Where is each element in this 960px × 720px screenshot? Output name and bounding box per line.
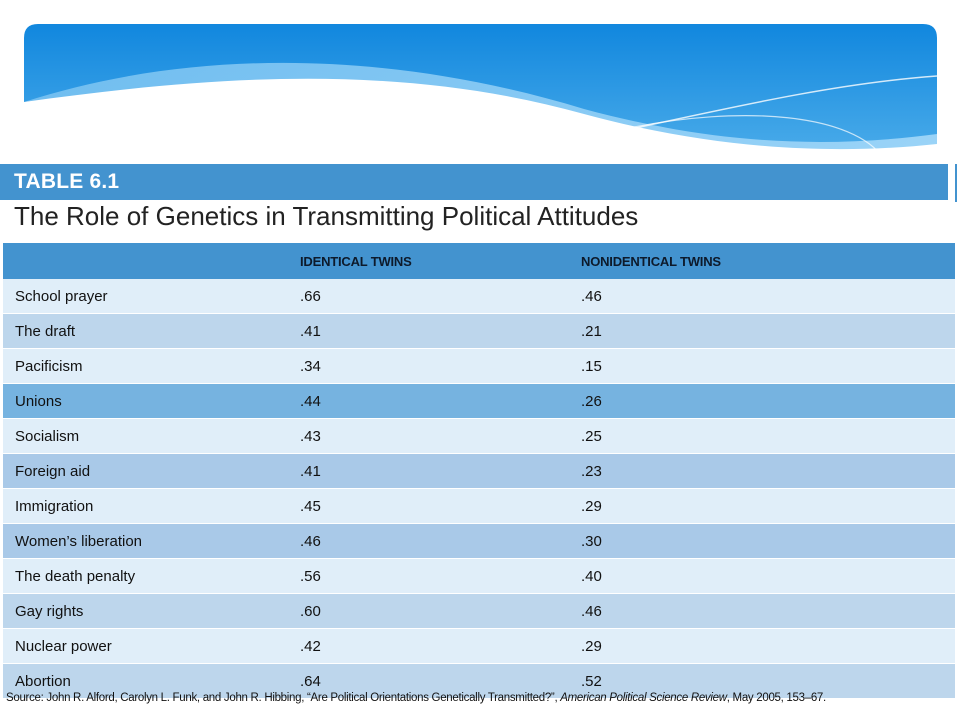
attitude-cell: The draft: [3, 313, 300, 349]
table-row: The draft .41 .21: [3, 313, 955, 349]
column-header-identical-twins: IDENTICAL TWINS: [300, 243, 581, 279]
decorative-wave-banner: [24, 24, 937, 164]
identical-twins-cell: .41: [300, 453, 581, 489]
table-row: Nuclear power .42 .29: [3, 628, 955, 664]
nonidentical-twins-cell: .26: [581, 383, 955, 419]
attitude-cell: Nuclear power: [3, 628, 300, 664]
table-row: The death penalty .56 .40: [3, 558, 955, 594]
nonidentical-twins-cell: .30: [581, 523, 955, 559]
identical-twins-cell: .44: [300, 383, 581, 419]
identical-twins-cell: .56: [300, 558, 581, 594]
table-row: Women’s liberation .46 .30: [3, 523, 955, 559]
identical-twins-cell: .45: [300, 488, 581, 524]
identical-twins-cell: .60: [300, 593, 581, 629]
table-title: The Role of Genetics in Transmitting Pol…: [14, 201, 639, 231]
identical-twins-cell: .34: [300, 348, 581, 384]
header-edge-mark: [955, 164, 957, 202]
column-header-nonidentical-twins: NONIDENTICAL TWINS: [581, 243, 955, 279]
source-details: , May 2005, 153–67.: [726, 692, 826, 704]
nonidentical-twins-cell: .29: [581, 628, 955, 664]
nonidentical-twins-cell: .21: [581, 313, 955, 349]
nonidentical-twins-cell: .46: [581, 279, 955, 314]
source-journal: American Political Science Review: [560, 692, 727, 704]
table-label: TABLE 6.1: [14, 170, 120, 193]
nonidentical-twins-cell: .40: [581, 558, 955, 594]
attitude-cell: Gay rights: [3, 593, 300, 629]
identical-twins-cell: .43: [300, 418, 581, 454]
identical-twins-cell: .42: [300, 628, 581, 664]
nonidentical-twins-cell: .15: [581, 348, 955, 384]
column-header-attitude: [3, 243, 300, 279]
genetics-attitudes-table: IDENTICAL TWINS NONIDENTICAL TWINS Schoo…: [3, 243, 955, 699]
attitude-cell: Unions: [3, 383, 300, 419]
identical-twins-cell: .41: [300, 313, 581, 349]
identical-twins-cell: .64: [300, 663, 581, 699]
attitude-cell: School prayer: [3, 279, 300, 314]
table-row: Gay rights .60 .46: [3, 593, 955, 629]
attitude-cell: The death penalty: [3, 558, 300, 594]
nonidentical-twins-cell: .46: [581, 593, 955, 629]
table-row: School prayer .66 .46: [3, 279, 955, 314]
table-row: Foreign aid .41 .23: [3, 453, 955, 489]
source-citation: Source: John R. Alford, Carolyn L. Funk,…: [6, 692, 956, 704]
nonidentical-twins-cell: .25: [581, 418, 955, 454]
attitude-cell: Abortion: [3, 663, 300, 699]
table-row: Pacificism .34 .15: [3, 348, 955, 384]
source-text: Source: John R. Alford, Carolyn L. Funk,…: [6, 692, 561, 704]
table-row: Socialism .43 .25: [3, 418, 955, 454]
table-row: Abortion .64 .52: [3, 663, 955, 699]
table-row: Unions .44 .26: [3, 383, 955, 419]
identical-twins-cell: .66: [300, 279, 581, 314]
attitude-cell: Foreign aid: [3, 453, 300, 489]
nonidentical-twins-cell: .23: [581, 453, 955, 489]
attitude-cell: Pacificism: [3, 348, 300, 384]
attitude-cell: Socialism: [3, 418, 300, 454]
identical-twins-cell: .46: [300, 523, 581, 559]
table-row: Immigration .45 .29: [3, 488, 955, 524]
table-header-row: IDENTICAL TWINS NONIDENTICAL TWINS: [3, 243, 955, 279]
nonidentical-twins-cell: .29: [581, 488, 955, 524]
attitude-cell: Immigration: [3, 488, 300, 524]
table-label-bar: TABLE 6.1: [0, 164, 948, 200]
attitude-cell: Women’s liberation: [3, 523, 300, 559]
nonidentical-twins-cell: .52: [581, 663, 955, 699]
